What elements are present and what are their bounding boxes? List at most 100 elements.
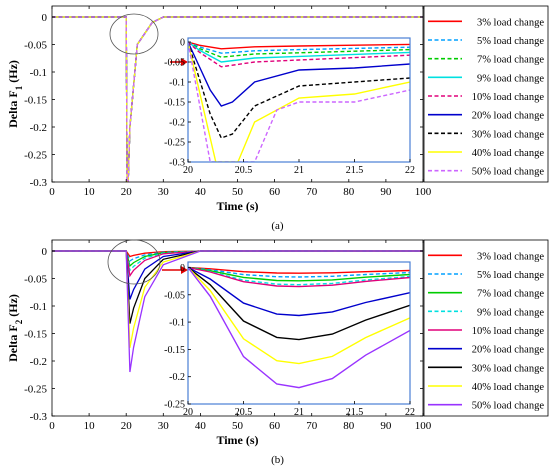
- inset-series-line-6: [188, 266, 410, 317]
- y-tick-label: -0.3: [30, 177, 48, 189]
- x-tick-label: 80: [343, 186, 355, 198]
- x-tick-label: 60: [269, 186, 281, 198]
- y-tick-label: -0.15: [24, 329, 47, 341]
- y-axis-label: Delta F2 (Hz): [6, 294, 24, 362]
- x-tick-label: 70: [306, 420, 318, 432]
- y-axis-label-sub: 1: [14, 85, 24, 90]
- legend-entry-2: 5% load change: [477, 36, 544, 47]
- panel-a: 0 10 20 30 40 50 60 70 80 90 1000-0.05-0.1-0.15-0.…: [6, 5, 549, 232]
- inset-series-line-7: [188, 266, 410, 341]
- inset-x-tick-label: 20.5: [235, 165, 253, 176]
- x-tick-label: 60: [269, 420, 281, 432]
- x-tick-label: 40: [195, 420, 207, 432]
- inset-series-line-1: [188, 266, 410, 274]
- inset-series-line-3: [188, 41, 410, 58]
- y-tick-label: -0.2: [30, 356, 47, 368]
- inset-y-tick-label: -0.3: [169, 158, 185, 169]
- legend-entry-1: 3% load change: [477, 17, 544, 28]
- legend-entry-3: 7% load change: [477, 55, 544, 66]
- y-axis-label-main: Delta F: [6, 324, 20, 362]
- x-tick-label: 50: [232, 420, 244, 432]
- inset-series-line-9: [188, 267, 410, 389]
- x-tick-label: 0: [49, 186, 55, 198]
- inset-y-tick-label: -0.2: [169, 118, 185, 129]
- inset-y-tick-label: -0.1: [169, 318, 185, 329]
- inset-series-line-2: [188, 41, 410, 54]
- inset-y-tick-label: 0: [180, 38, 185, 49]
- y-axis-label-unit: (Hz): [6, 60, 20, 86]
- x-tick-label: 20: [121, 186, 133, 198]
- inset-y-tick-label: -0.05: [164, 290, 185, 301]
- inset-series-line-5: [188, 266, 410, 288]
- legend-entry-7: 30% load change: [472, 363, 545, 374]
- inset-y-tick-label: -0.1: [169, 78, 185, 89]
- inset-y-tick-label: 0: [180, 263, 185, 274]
- inset-y-tick-label: -0.15: [164, 345, 185, 356]
- inset-series-line-1: [188, 41, 410, 50]
- legend-entry-5: 10% load change: [472, 326, 545, 337]
- x-tick-label: 80: [343, 420, 355, 432]
- inset-series: [188, 266, 410, 389]
- inset-series-line-8: [188, 41, 410, 162]
- y-axis-label-unit: (Hz): [6, 294, 20, 320]
- inset-x-tick-label: 21: [294, 407, 304, 418]
- legend-entry-4: 9% load change: [477, 307, 544, 318]
- inset-series-line-7: [188, 41, 410, 139]
- legend-entry-2: 5% load change: [477, 270, 544, 281]
- main-series: [52, 16, 423, 182]
- inset-series-line-2: [188, 266, 410, 278]
- series-line-1: [52, 250, 423, 258]
- inset-series-line-9: [188, 41, 410, 162]
- panel-caption: (b): [271, 454, 284, 466]
- inset-x-tick-label: 20.5: [235, 407, 253, 418]
- x-axis-label: Time (s): [216, 199, 258, 213]
- legend-entry-6: 20% load change: [472, 111, 545, 122]
- legend-entry-7: 30% load change: [472, 129, 545, 140]
- x-tick-label: 10: [84, 420, 96, 432]
- y-tick-label: -0.15: [24, 95, 47, 107]
- x-tick-label: 40: [195, 186, 207, 198]
- inset-background: [188, 38, 410, 162]
- y-tick-label: 0: [42, 246, 48, 258]
- x-tick-label: 90: [380, 186, 392, 198]
- zoom-arrowhead: [181, 58, 188, 66]
- inset-x-tick-label: 22: [405, 165, 415, 176]
- inset-y-tick-label: -0.05: [164, 58, 185, 69]
- inset-series-line-5: [188, 41, 410, 68]
- legend-entry-8: 40% load change: [472, 382, 545, 393]
- y-tick-label: -0.2: [30, 122, 47, 134]
- inset-x-tick-label: 21: [294, 165, 304, 176]
- zoom-arrowhead: [181, 266, 188, 274]
- x-tick-label: 70: [306, 186, 318, 198]
- x-tick-label: 10: [84, 186, 96, 198]
- inset-series: [188, 41, 410, 162]
- inset-series-line-4: [188, 41, 410, 63]
- series-line-9: [52, 16, 423, 182]
- inset-y-tick-label: -0.25: [164, 400, 185, 411]
- y-tick-label: -0.25: [24, 150, 47, 162]
- panel-b: 0 10 20 30 40 50 60 70 80 90 1000-0.05-0.1-0.15-0.…: [6, 239, 549, 466]
- inset-series-line-6: [188, 41, 410, 107]
- x-tick-label: 100: [415, 186, 432, 198]
- panel-caption: (a): [271, 220, 284, 232]
- x-tick-label: 30: [158, 420, 170, 432]
- x-tick-label: 30: [158, 186, 170, 198]
- y-tick-label: 0: [42, 12, 48, 24]
- x-tick-label: 20: [121, 420, 133, 432]
- series-line-2: [52, 250, 423, 262]
- main-series: [52, 250, 423, 373]
- inset-x-tick-label: 21.5: [346, 165, 364, 176]
- legend-entry-8: 40% load change: [472, 148, 545, 159]
- legend-entry-9: 50% load change: [472, 167, 545, 178]
- series-line-9: [52, 250, 423, 373]
- y-axis-label-sub: 2: [14, 319, 24, 324]
- inset-x-tick-label: 20: [183, 407, 193, 418]
- inset-series-line-3: [188, 266, 410, 282]
- inset-y-tick-label: -0.2: [169, 372, 185, 383]
- y-tick-label: -0.05: [24, 40, 47, 52]
- legend-entry-5: 10% load change: [472, 92, 545, 103]
- x-tick-label: 100: [415, 420, 432, 432]
- y-tick-label: -0.1: [30, 67, 47, 79]
- y-axis-label: Delta F1 (Hz): [6, 60, 24, 128]
